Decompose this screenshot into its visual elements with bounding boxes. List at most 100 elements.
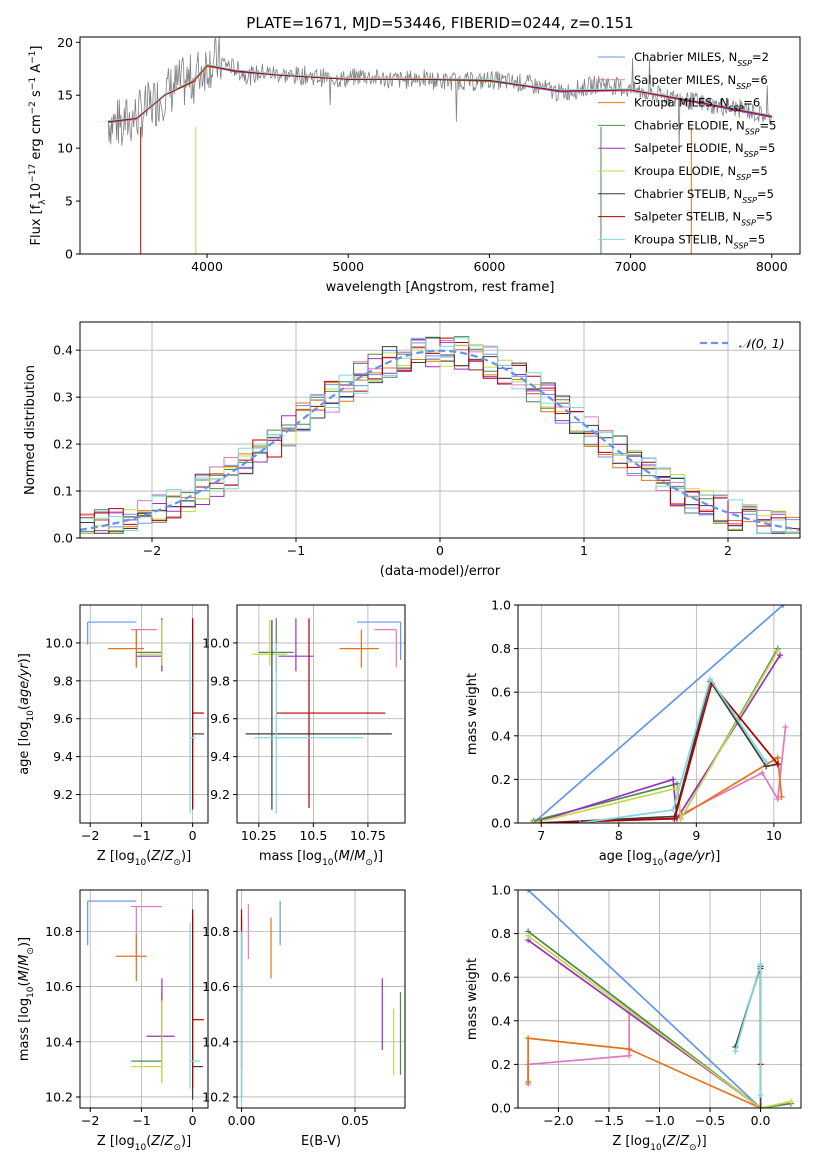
x-axis-label-part: 10 [135, 1143, 147, 1153]
plot-area-age_vs_Z [87, 618, 204, 814]
weight-marker [757, 961, 764, 968]
x-tick-label: 7000 [615, 259, 647, 274]
plot-area-spectrum [107, 37, 772, 254]
x-axis-label-part: / [160, 1134, 165, 1149]
normal-curve [80, 349, 800, 531]
y-axis-label-part: erg cm [29, 114, 44, 163]
weight-line [533, 648, 779, 822]
y-tick-label: 9.8 [53, 673, 73, 688]
x-tick-label: −2 [81, 828, 99, 843]
weight-marker [670, 806, 677, 813]
legend-label-text: Kroupa STELIB, N [634, 232, 734, 246]
panel-weight_vs_Z: −2.0 −1.5 −1.0 −0.5 0.0 0.0 0.2 0.4 0.6 0.8 1.0 Z [… [465, 883, 802, 1153]
panel-residuals: −2 −1 0 1 2 0.0 0.1 0.2 0.3 0.4 𝒩(0, 1) (data-model… [23, 321, 801, 579]
x-axis-label-part: age/yr [668, 849, 711, 864]
legend-label-text: Chabrier ELODIE, N [634, 118, 745, 132]
x-axis-label-part: mass [log [259, 849, 322, 864]
y-tick-label: 1.0 [491, 883, 511, 898]
y-tick-label: 9.2 [53, 787, 73, 802]
weight-marker [774, 796, 781, 803]
weight-marker [778, 793, 785, 800]
weight-line [541, 681, 779, 823]
y-axis-label-part: s [29, 90, 44, 101]
x-axis-label-part: ⊙ [689, 1143, 697, 1153]
weight-marker [538, 820, 545, 823]
figure-title: PLATE=1671, MJD=53446, FIBERID=0244, z=0… [246, 14, 633, 32]
x-axis-label-part: ( [146, 1134, 151, 1149]
y-tick-label: 10.0 [45, 635, 73, 650]
y-tick-label: 10.0 [202, 635, 230, 650]
y-tick-label: 1.0 [491, 598, 511, 613]
x-axis-label-part: / [160, 849, 165, 864]
y-tick-label: 10.8 [45, 924, 73, 939]
weight-line [527, 935, 792, 1108]
weight-marker [525, 890, 532, 893]
x-axis-label-part: ⊙ [365, 858, 373, 868]
y-tick-label: 10.6 [45, 979, 73, 994]
x-axis-label-part: ( [662, 1134, 667, 1149]
weight-marker [774, 754, 781, 761]
legend-label-sub: SSP [742, 195, 757, 204]
y-tick-label: 9.6 [53, 711, 73, 726]
legend-label-tail: =5 [760, 118, 777, 132]
x-axis-label-part: 10 [135, 858, 147, 868]
weight-line [579, 677, 767, 823]
y-axis-label-part: mass weight [465, 673, 480, 755]
y-tick-label: 10.6 [202, 979, 230, 994]
y-axis-label-part: age/yr [17, 662, 32, 705]
axes-frame [79, 889, 209, 1109]
legend-label-sub: SSP [741, 218, 756, 227]
plot-area-weight_vs_Z [525, 890, 794, 1108]
weight-line [527, 930, 792, 1108]
panel-age_vs_Z: −2 −1 09.29.49.69.810.0Z [log10(Z/Z⊙)]age … [17, 604, 209, 868]
x-axis-label-part: Z [666, 1134, 677, 1149]
y-tick-label: 5 [65, 194, 73, 209]
legend-label-sub: SSP [734, 241, 749, 250]
y-axis-label-part: −1 [28, 51, 38, 64]
x-tick-label: −1.5 [594, 1113, 624, 1128]
legend-label: Salpeter MILES, NSSP=6 [634, 73, 768, 91]
x-axis-label-part: M [354, 849, 365, 864]
y-axis-label-part: M [17, 955, 32, 966]
legend-label-tail: =5 [756, 210, 773, 224]
x-tick-label: 1 [580, 543, 588, 558]
x-axis-label-part: E(B-V) [301, 1134, 341, 1149]
x-axis-label-part: / [676, 1134, 681, 1149]
x-axis-label-part: wavelength [Angstrom, rest frame] [326, 280, 555, 295]
legend-label-tail: =5 [757, 187, 774, 201]
legend-label-sub: SSP [736, 81, 751, 90]
y-axis-label-part: Normed distribution [23, 365, 38, 495]
x-axis-label-part: ⊙ [173, 858, 181, 868]
x-axis-label-part: / [350, 849, 355, 864]
x-tick-label: 0.00 [228, 1113, 256, 1128]
legend-label-text: Kroupa ELODIE, N [634, 164, 736, 178]
y-axis-label-part: −1 [28, 77, 38, 90]
weight-marker [525, 1078, 532, 1085]
x-axis-label-part: (data-model)/error [380, 564, 501, 579]
x-tick-label: 0 [189, 828, 197, 843]
spectrum-model-line [108, 65, 772, 123]
x-tick-label: 2 [724, 543, 732, 558]
legend-label-sub: SSP [729, 104, 744, 113]
weight-line [527, 1037, 761, 1108]
x-tick-label: 7 [537, 828, 545, 843]
weight-marker [626, 1046, 633, 1053]
legend-label-text: Chabrier MILES, N [634, 50, 737, 64]
plot-area-mass_vs_Z [87, 900, 204, 1100]
weight-marker [780, 605, 787, 608]
y-axis-label-part: age [log [17, 722, 32, 775]
x-tick-label: 8 [615, 828, 623, 843]
y-tick-label: 0.4 [491, 1013, 511, 1028]
y-tick-label: 10.2 [45, 1089, 73, 1104]
legend-label-tail: =6 [743, 96, 760, 110]
y-tick-label: 9.6 [210, 711, 230, 726]
x-tick-label: 10.75 [350, 828, 386, 843]
weight-marker [757, 1105, 764, 1108]
y-axis-label-part: ⊙ [26, 947, 36, 955]
panel-mass_vs_Z: −2 −1 010.210.410.610.8Z [log10(Z/Z⊙)]mass… [17, 889, 209, 1153]
y-axis-label-part: M [17, 970, 32, 981]
panel-mass_vs_ebv: 0.00 0.05 10.2 10.4 10.6 10.8 E(B-V) [202, 889, 406, 1149]
